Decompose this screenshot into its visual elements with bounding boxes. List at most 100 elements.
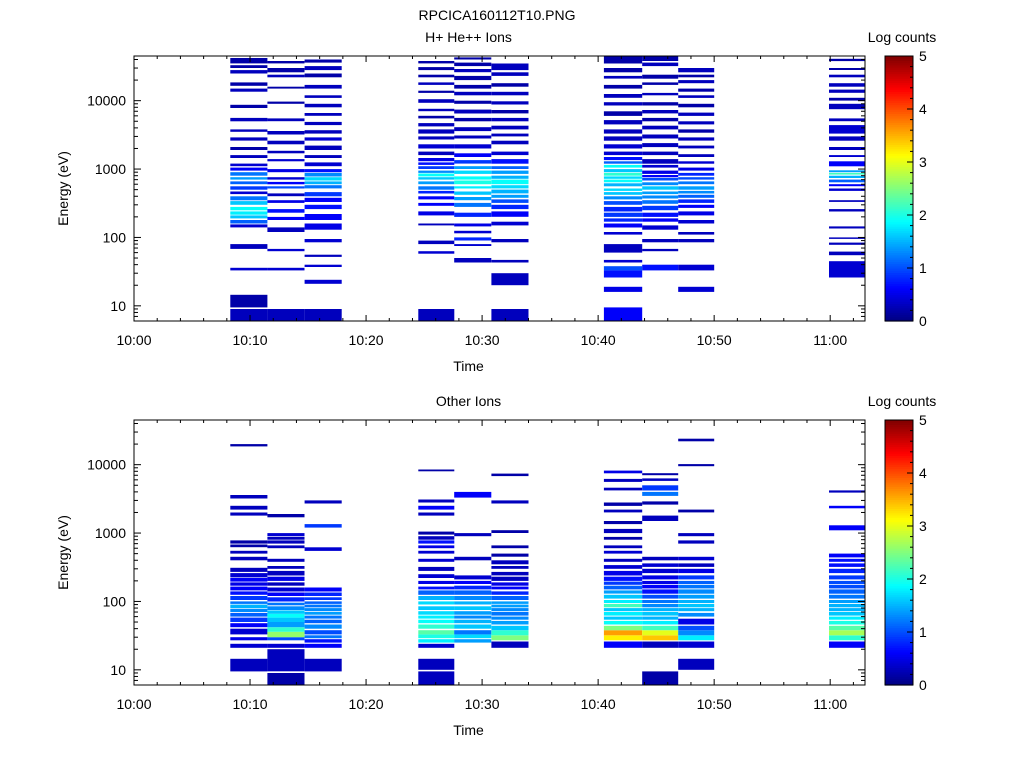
heatmap-cell [603, 509, 643, 513]
heatmap-cell [230, 196, 268, 201]
heatmap-cell [642, 603, 679, 608]
colorbar-segment [885, 166, 913, 170]
heatmap-cell [418, 115, 455, 119]
colorbar-segment [885, 479, 913, 483]
heatmap-cell [267, 627, 305, 632]
colorbar-segment [885, 640, 913, 644]
heatmap-cell [230, 505, 268, 510]
heatmap-cell [603, 576, 643, 581]
colorbar-segment [885, 256, 913, 260]
x-tick-label: 10:50 [697, 696, 732, 712]
y-axis-label: Energy (eV) [55, 151, 71, 226]
colorbar-segment [885, 501, 913, 505]
heatmap-cell [642, 575, 679, 580]
heatmap-cell [418, 181, 455, 185]
colorbar-segment [885, 148, 913, 152]
colorbar-segment [885, 572, 913, 576]
colorbar-segment [885, 243, 913, 247]
heatmap-cell [418, 74, 455, 78]
heatmap-cell [678, 220, 715, 224]
y-tick-label: 1000 [95, 161, 126, 177]
heatmap-cell [418, 90, 455, 93]
heatmap-cell [603, 585, 643, 590]
colorbar-segment [885, 534, 913, 538]
heatmap-cell [230, 70, 268, 74]
heatmap-cell [418, 643, 455, 648]
heatmap-cell [418, 211, 455, 216]
colorbar-segment [885, 97, 913, 101]
colorbar-segment [885, 632, 913, 635]
colorbar-segment [885, 660, 913, 664]
heatmap-cell [267, 200, 305, 203]
colorbar-segment [885, 495, 913, 498]
heatmap-cell [642, 200, 679, 204]
x-tick-label: 10:30 [465, 332, 500, 348]
colorbar-segment [885, 109, 913, 112]
colorbar-segment [885, 656, 913, 660]
heatmap-cell [418, 240, 455, 245]
heatmap-cell [230, 211, 268, 215]
heatmap-cell [418, 186, 455, 190]
heatmap-cell [454, 91, 492, 96]
heatmap-cell [603, 196, 643, 200]
colorbar-segment [885, 115, 913, 119]
heatmap-cell [418, 196, 455, 200]
heatmap-cell [230, 540, 268, 544]
heatmap-cell [267, 61, 305, 64]
heatmap-cell [642, 568, 679, 574]
colorbar-segment [885, 221, 913, 225]
heatmap-cell [603, 102, 643, 106]
colorbar-segment [885, 307, 913, 311]
colorbar-segment [885, 528, 913, 532]
heatmap-cell [642, 102, 679, 106]
heatmap-cell [304, 643, 342, 648]
heatmap-cell [267, 140, 305, 145]
heatmap-cell [491, 185, 529, 189]
heatmap-cell [678, 608, 715, 612]
heatmap-cell [603, 164, 643, 168]
colorbar-segment [885, 654, 913, 657]
heatmap-cell [603, 206, 643, 212]
colorbar-segment [885, 301, 913, 304]
heatmap-cell [230, 177, 268, 180]
heatmap-cell [304, 624, 342, 629]
heatmap-cell [829, 179, 865, 183]
colorbar-segment [885, 69, 913, 73]
colorbar-segment [885, 124, 913, 128]
heatmap-cell [454, 611, 492, 615]
colorbar-segment [885, 609, 913, 613]
heatmap-cell [491, 72, 529, 76]
colorbar-segment [885, 290, 913, 293]
heatmap-cell [418, 596, 455, 600]
heatmap-cell [230, 104, 268, 108]
heatmap-cell [230, 617, 268, 622]
colorbar-segment [885, 612, 913, 615]
heatmap-cell [304, 608, 342, 612]
heatmap-cell [603, 565, 643, 569]
colorbar-segment [885, 234, 913, 238]
heatmap-cell [267, 118, 305, 122]
heatmap-cell [678, 658, 715, 670]
heatmap-cell [642, 195, 679, 199]
heatmap-cell [642, 205, 679, 211]
colorbar-segment [885, 210, 913, 214]
heatmap-cell [829, 625, 865, 631]
heatmap-cell [267, 533, 305, 537]
heatmap-cell [418, 540, 455, 544]
heatmap-cell [454, 601, 492, 605]
heatmap-cell [603, 270, 643, 278]
heatmap-cell [678, 154, 715, 157]
heatmap-cell [230, 637, 268, 641]
colorbar-segment [885, 133, 913, 137]
y-tick-label: 100 [103, 593, 127, 609]
heatmap-cell [642, 186, 679, 190]
heatmap-cell [230, 544, 268, 548]
colorbar-segment [885, 318, 913, 322]
colorbar-segment [885, 206, 913, 209]
heatmap-cell [829, 612, 865, 616]
heatmap-cell [603, 545, 643, 549]
heatmap-cell [491, 641, 529, 648]
heatmap-cell [678, 232, 715, 235]
heatmap-cell [418, 190, 455, 194]
heatmap-cell [678, 563, 715, 567]
